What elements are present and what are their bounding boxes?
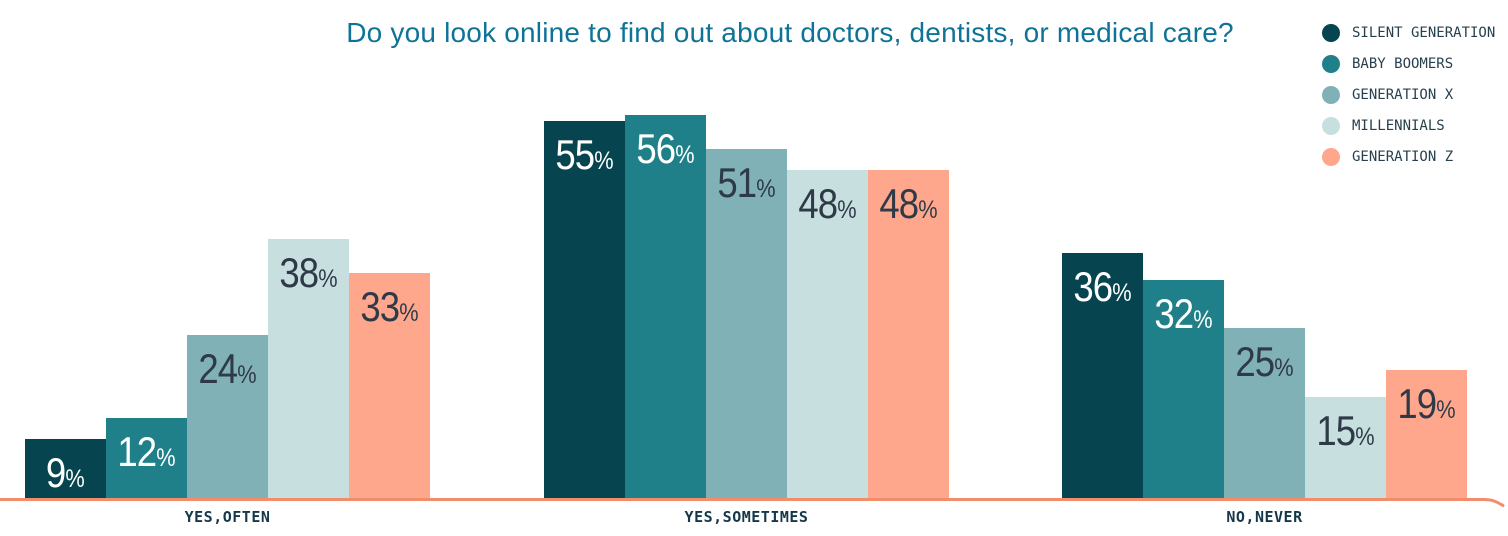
bar-value-label: 12% [117, 428, 176, 475]
bar-value-label: 33% [360, 283, 419, 330]
bar-group-yes-sometimes: 55% 56% 51% 48% 48% [544, 115, 949, 501]
legend: SILENT GENERATION BABY BOOMERS GENERATION … [1322, 24, 1495, 166]
legend-label: MILLENNIALS [1352, 118, 1445, 134]
category-label-yes-sometimes: YES,SOMETIMES [684, 508, 809, 526]
bar-value-label: 9% [46, 449, 85, 496]
percent-suffix: % [675, 141, 695, 169]
percent-suffix: % [1193, 306, 1213, 334]
percent-suffix: % [756, 175, 776, 203]
legend-swatch-icon [1322, 117, 1340, 135]
percent-suffix: % [918, 196, 938, 224]
bar-value-label: 38% [279, 249, 338, 296]
category-label-yes-often: YES,OFTEN [184, 508, 271, 526]
bar-generation-z-no-never: 19% [1386, 370, 1467, 501]
bar-value-label: 36% [1073, 263, 1132, 310]
chart-title: Do you look online to find out about doc… [346, 17, 1234, 48]
bar-value-label: 32% [1154, 290, 1213, 337]
legend-label: GENERATION X [1352, 87, 1454, 103]
percent-suffix: % [156, 444, 176, 472]
percent-suffix: % [1274, 354, 1294, 382]
percent-suffix: % [318, 265, 338, 293]
percent-suffix: % [594, 147, 614, 175]
percent-suffix: % [65, 465, 85, 493]
legend-item-generation-x: GENERATION X [1322, 86, 1495, 104]
bar-value-label: 56% [636, 125, 695, 172]
bar-group-no-never: 36% 32% 25% 15% 19% [1062, 253, 1467, 501]
legend-swatch-icon [1322, 24, 1340, 42]
legend-label: GENERATION Z [1352, 149, 1454, 165]
bar-value-label: 51% [717, 159, 776, 206]
percent-suffix: % [237, 361, 257, 389]
percent-suffix: % [399, 299, 419, 327]
bar-group-yes-often: 9% 12% 24% 38% 33% [25, 239, 430, 501]
percent-suffix: % [1112, 279, 1132, 307]
bar-value-label: 15% [1316, 407, 1375, 454]
bar-baby-boomers-no-never: 32% [1143, 280, 1224, 501]
bar-generation-z-yes-sometimes: 48% [868, 170, 949, 501]
bar-millennials-yes-often: 38% [268, 239, 349, 501]
bar-generation-x-yes-often: 24% [187, 335, 268, 501]
bar-value-label: 24% [198, 345, 257, 392]
bar-baby-boomers-yes-often: 12% [106, 418, 187, 501]
bar-value-label: 25% [1235, 338, 1294, 385]
legend-swatch-icon [1322, 86, 1340, 104]
percent-suffix: % [1436, 396, 1456, 424]
bar-millennials-yes-sometimes: 48% [787, 170, 868, 501]
legend-label: SILENT GENERATION [1352, 25, 1496, 41]
bar-generation-z-yes-often: 33% [349, 273, 430, 501]
percent-suffix: % [837, 196, 857, 224]
bar-millennials-no-never: 15% [1305, 397, 1386, 501]
bar-value-label: 48% [798, 180, 857, 227]
bar-baby-boomers-yes-sometimes: 56% [625, 115, 706, 501]
legend-swatch-icon [1322, 148, 1340, 166]
bar-value-label: 19% [1397, 380, 1456, 427]
legend-label: BABY BOOMERS [1352, 56, 1454, 72]
bar-value-label: 48% [879, 180, 938, 227]
bar-value-label: 55% [555, 131, 614, 178]
bar-generation-x-no-never: 25% [1224, 328, 1305, 501]
bar-silent-generation-yes-often: 9% [25, 439, 106, 501]
bar-generation-x-yes-sometimes: 51% [706, 149, 787, 501]
bar-silent-generation-no-never: 36% [1062, 253, 1143, 501]
category-label-no-never: NO,NEVER [1226, 508, 1303, 526]
legend-item-baby-boomers: BABY BOOMERS [1322, 55, 1495, 73]
percent-suffix: % [1355, 423, 1375, 451]
legend-item-silent-generation: SILENT GENERATION [1322, 24, 1495, 42]
legend-item-millennials: MILLENNIALS [1322, 117, 1495, 135]
legend-swatch-icon [1322, 55, 1340, 73]
legend-item-generation-z: GENERATION Z [1322, 148, 1495, 166]
bar-silent-generation-yes-sometimes: 55% [544, 121, 625, 501]
